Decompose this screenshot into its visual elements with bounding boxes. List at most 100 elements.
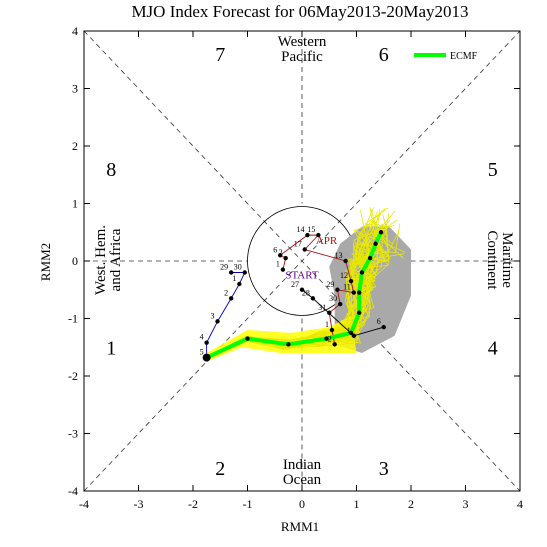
ensemble-mean-point bbox=[359, 270, 365, 275]
ensemble-mean-point bbox=[373, 241, 378, 246]
region-label-right-2: Continent bbox=[484, 230, 500, 290]
observed-april-point bbox=[280, 267, 286, 272]
y-tick-label: -3 bbox=[68, 427, 78, 441]
observed-march-point bbox=[228, 296, 234, 301]
observed-march-point bbox=[228, 270, 234, 275]
y-tick-label: -2 bbox=[68, 369, 78, 383]
phase-number: 3 bbox=[379, 458, 389, 480]
observed-may-point bbox=[381, 324, 386, 330]
observed-march-point-label: 1 bbox=[232, 274, 236, 283]
observed-march-point-label: 30 bbox=[234, 263, 242, 272]
y-tick-label: 3 bbox=[72, 82, 78, 96]
observed-april-point bbox=[332, 342, 337, 347]
phase-number: 2 bbox=[215, 458, 225, 480]
observed-march-point-label: 3 bbox=[211, 311, 215, 320]
observed-march-point bbox=[242, 270, 247, 275]
observed-april-point bbox=[316, 232, 321, 238]
y-tick-label: -4 bbox=[68, 484, 78, 498]
x-tick-label: 3 bbox=[463, 497, 469, 511]
observed-may-point bbox=[310, 296, 316, 301]
observed-april-point-label: 17 bbox=[294, 240, 302, 249]
observed-march-point-label: 29 bbox=[220, 263, 228, 272]
observed-april-point-label: 31 bbox=[318, 303, 326, 312]
observed-april-point-label: 2 bbox=[328, 334, 332, 343]
observed-april-point bbox=[329, 327, 335, 333]
observed-may-point bbox=[299, 287, 305, 292]
observed-april-point-label: 29 bbox=[326, 280, 334, 289]
month-annotation: APR bbox=[316, 235, 338, 247]
observed-march-point-label: 5 bbox=[200, 348, 204, 357]
observed-may-point-label: 6 bbox=[377, 317, 381, 326]
y-axis-label: RMM2 bbox=[38, 243, 53, 281]
ensemble-mean-point bbox=[348, 330, 354, 336]
y-tick-label: 2 bbox=[72, 139, 78, 153]
ensemble-mean-point bbox=[324, 336, 329, 341]
series-layer bbox=[202, 230, 386, 362]
observed-april-point bbox=[337, 301, 343, 307]
observed-may-point bbox=[351, 333, 356, 338]
x-tick-label: -1 bbox=[243, 497, 253, 511]
observed-april-point-label: 15 bbox=[307, 225, 315, 234]
region-label-left-1: West. Hem. bbox=[93, 225, 109, 295]
y-tick-label: 1 bbox=[72, 197, 78, 211]
observed-march-point bbox=[237, 281, 242, 287]
observed-april-point-label: 11 bbox=[343, 283, 351, 292]
x-tick-label: 2 bbox=[408, 497, 414, 511]
observed-april-point-label: 2 bbox=[279, 248, 283, 257]
observed-march-point-label: 4 bbox=[200, 333, 204, 342]
month-annotation: START bbox=[285, 269, 319, 281]
x-tick-label: -3 bbox=[134, 497, 144, 511]
phase-number: 7 bbox=[215, 44, 225, 66]
region-label-left-2: and Africa bbox=[108, 228, 124, 291]
x-tick-label: 0 bbox=[299, 497, 305, 511]
observed-april-point-label: 30 bbox=[329, 294, 337, 303]
observed-april-point bbox=[335, 287, 340, 292]
region-label-right-1: Maritime bbox=[499, 232, 515, 288]
region-label-bottom-1: Indian bbox=[283, 457, 322, 473]
observed-april-point-label: 6 bbox=[273, 245, 277, 254]
region-label-top-1: Western bbox=[278, 34, 327, 50]
region-label-top-2: Pacific bbox=[281, 49, 323, 65]
observed-may-point-label: 28 bbox=[302, 288, 310, 297]
observed-april-point-label: 14 bbox=[296, 225, 304, 234]
ensemble-mean-point bbox=[286, 342, 291, 347]
grid-layer bbox=[83, 30, 521, 492]
observed-march-point bbox=[215, 319, 220, 324]
observed-april-point bbox=[343, 258, 348, 264]
observed-april-point bbox=[302, 247, 307, 252]
observed-march-point-label: 2 bbox=[224, 288, 228, 297]
phase-number: 1 bbox=[106, 337, 116, 359]
observed-march-point bbox=[204, 340, 209, 345]
observed-april-point-label: 13 bbox=[335, 251, 343, 260]
observed-april-point bbox=[305, 232, 310, 238]
observed-april-point bbox=[283, 255, 288, 261]
observed-april-point-label: 12 bbox=[340, 271, 348, 280]
phase-divider-antidiagonal bbox=[83, 30, 521, 492]
ensemble-band bbox=[206, 315, 357, 362]
y-tick-label: 0 bbox=[72, 254, 78, 268]
ensemble-member-line bbox=[206, 251, 391, 358]
x-tick-label: 4 bbox=[517, 497, 523, 511]
ensemble-mean-point bbox=[357, 290, 362, 295]
ensemble-mean-point bbox=[378, 230, 384, 235]
x-tick-label: 1 bbox=[354, 497, 360, 511]
x-tick-label: -4 bbox=[79, 497, 89, 511]
observed-april-line bbox=[279, 234, 355, 345]
observed-may-point-label: 27 bbox=[291, 280, 299, 289]
ensemble-mean-point bbox=[357, 310, 362, 315]
observed-april-point bbox=[351, 290, 356, 295]
x-axis-label: RMM1 bbox=[281, 519, 319, 534]
observed-may-point-label: 1 bbox=[347, 326, 351, 335]
region-label-bottom-2: Ocean bbox=[283, 472, 322, 488]
phase-number: 6 bbox=[379, 44, 389, 66]
legend-label: ECMF bbox=[450, 51, 478, 62]
observed-april-point-label: 1 bbox=[276, 260, 280, 269]
phase-number: 4 bbox=[488, 337, 498, 359]
observed-april-point bbox=[278, 253, 283, 258]
x-tick-label: -2 bbox=[188, 497, 198, 511]
observed-april-point-label: 1 bbox=[325, 320, 329, 329]
chart-title: MJO Index Forecast for 06May2013-20May20… bbox=[131, 2, 468, 21]
forecast-start-marker bbox=[202, 353, 211, 362]
phase-number: 5 bbox=[488, 159, 498, 181]
